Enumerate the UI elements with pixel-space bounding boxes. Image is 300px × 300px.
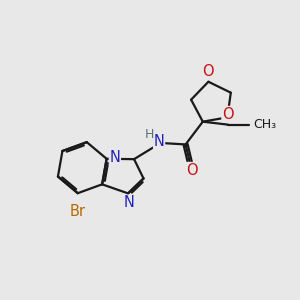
Text: H: H	[145, 128, 154, 141]
Text: O: O	[186, 163, 197, 178]
Text: Br: Br	[70, 204, 86, 219]
Text: N: N	[154, 134, 164, 149]
Text: O: O	[222, 106, 234, 122]
Text: CH₃: CH₃	[254, 118, 277, 131]
Text: N: N	[124, 195, 135, 210]
Text: N: N	[110, 150, 120, 165]
Text: O: O	[202, 64, 214, 79]
